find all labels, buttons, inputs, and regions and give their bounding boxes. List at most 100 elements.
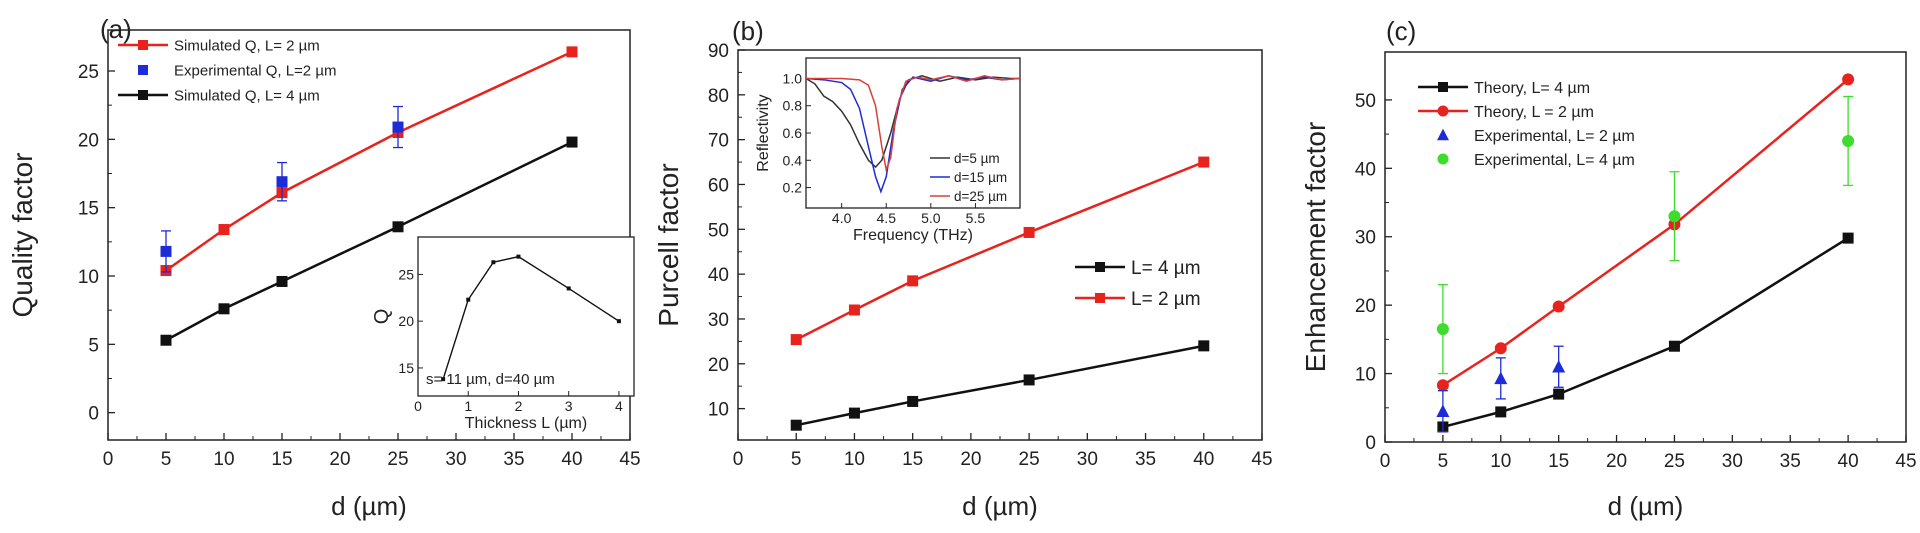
data-point [1436, 404, 1450, 417]
y-tick-label: 20 [1355, 296, 1376, 317]
inset-x-tick-label: 5.5 [966, 210, 986, 226]
legend: Theory, L= 4 µm Theory, L = 2 µm Experimen… [1418, 80, 1635, 169]
panel-label: (a) [100, 14, 132, 44]
inset-x-tick-label: 5.0 [921, 210, 941, 226]
legend-marker [138, 65, 148, 75]
data-point [1494, 371, 1508, 385]
x-tick-label: 30 [1077, 449, 1098, 470]
y-tick-label: 20 [708, 355, 729, 376]
x-tick-label: 25 [1664, 451, 1685, 472]
y-tick-label: 10 [78, 267, 99, 288]
data-point [1842, 134, 1855, 147]
inset-y-tick-label: 1.0 [783, 70, 803, 86]
x-tick-label: 10 [844, 449, 865, 470]
data-point [276, 275, 288, 287]
data-point [566, 46, 578, 58]
data-point [1494, 342, 1507, 355]
legend-label: Experimental, L= 2 µm [1474, 128, 1635, 145]
y-tick-label: 10 [708, 400, 729, 421]
x-tick-label: 15 [902, 449, 923, 470]
x-tick-label: 40 [561, 449, 582, 470]
inset-x-tick-label: 4 [615, 398, 623, 414]
inset-data-point [441, 377, 446, 382]
data-point [566, 136, 578, 148]
x-tick-label: 35 [1135, 449, 1156, 470]
legend-marker [1095, 262, 1105, 272]
data-point [1495, 406, 1507, 418]
x-tick-label: 35 [1780, 451, 1801, 472]
data-point [1436, 379, 1449, 392]
y-tick-label: 20 [78, 130, 99, 151]
y-tick-label: 50 [1355, 91, 1376, 112]
legend: Simulated Q, L= 2 µm Experimental Q, L=2 … [118, 37, 336, 104]
inset-data-point [516, 254, 521, 259]
y-tick-label: 70 [708, 131, 729, 152]
data-point [790, 334, 802, 346]
data-point [907, 395, 919, 407]
inset-x-axis-label: Thickness L (µm) [465, 415, 587, 432]
x-tick-label: 5 [161, 449, 172, 470]
inset-frame [805, 57, 1021, 209]
legend-marker [138, 90, 148, 100]
inset-series-line [442, 255, 620, 380]
x-tick-label: 25 [1019, 449, 1040, 470]
inset-annotation: s= 11 µm, d=40 µm [426, 371, 555, 388]
x-tick-label: 0 [103, 449, 114, 470]
series-0 [790, 340, 1210, 431]
series-3 [1436, 95, 1855, 375]
legend: L= 4 µm L= 2 µm [1075, 258, 1201, 310]
y-tick-label: 50 [708, 220, 729, 241]
inset-chart: 0 1 2 3 4 15 20 25 Thickness L (µm) Qs= 11 µm, d=… [371, 236, 635, 432]
inset-x-tick-label: 4.0 [832, 210, 852, 226]
data-point [392, 221, 404, 233]
inset-y-tick-label: 0.4 [783, 152, 803, 168]
inset-series-line [805, 74, 1021, 194]
data-point [907, 275, 919, 287]
inset-series-line [806, 74, 1021, 173]
inset-y-tick-label: 15 [398, 360, 414, 376]
legend-label: L= 2 µm [1131, 289, 1201, 310]
y-tick-label: 10 [1355, 365, 1376, 386]
inset-legend-label: d=25 µm [954, 189, 1007, 204]
series-2 [160, 136, 578, 346]
inset-data-point [491, 260, 496, 265]
data-point [218, 224, 230, 236]
inset-x-tick-label: 3 [565, 398, 573, 414]
inset-data-point [466, 297, 471, 302]
x-tick-label: 5 [791, 449, 802, 470]
data-point [1552, 300, 1565, 313]
series-1 [790, 156, 1210, 346]
series-2 [1436, 345, 1566, 433]
x-tick-label: 5 [1438, 451, 1449, 472]
x-axis-label: d (µm) [1608, 491, 1684, 521]
legend-label: Experimental Q, L=2 µm [174, 62, 336, 79]
panel-label: (b) [732, 16, 764, 46]
data-point [160, 334, 172, 346]
inset-frame [417, 236, 635, 397]
data-point [276, 176, 288, 188]
inset-x-axis-label: Frequency (THz) [853, 227, 973, 244]
y-tick-label: 0 [1365, 433, 1376, 454]
y-axis-label: Enhancement factor [1300, 122, 1331, 373]
x-tick-label: 45 [619, 449, 640, 470]
inset-legend-label: d=5 µm [954, 151, 1000, 166]
legend-label: Theory, L = 2 µm [1474, 104, 1594, 121]
x-tick-label: 0 [1380, 451, 1391, 472]
x-tick-label: 15 [271, 449, 292, 470]
legend-marker [1437, 153, 1449, 165]
x-tick-label: 20 [1606, 451, 1627, 472]
x-tick-label: 25 [387, 449, 408, 470]
inset-y-tick-label: 20 [398, 313, 414, 329]
inset-y-axis-label: Q [371, 309, 393, 325]
y-tick-label: 30 [1355, 228, 1376, 249]
legend-marker [1438, 82, 1448, 92]
legend-marker [1095, 293, 1105, 303]
series-1 [1436, 73, 1855, 392]
y-tick-label: 90 [708, 41, 729, 62]
x-tick-label: 40 [1838, 451, 1859, 472]
data-point [1668, 340, 1680, 352]
data-point [218, 303, 230, 315]
inset-data-point [566, 286, 571, 291]
y-tick-label: 25 [78, 62, 99, 83]
